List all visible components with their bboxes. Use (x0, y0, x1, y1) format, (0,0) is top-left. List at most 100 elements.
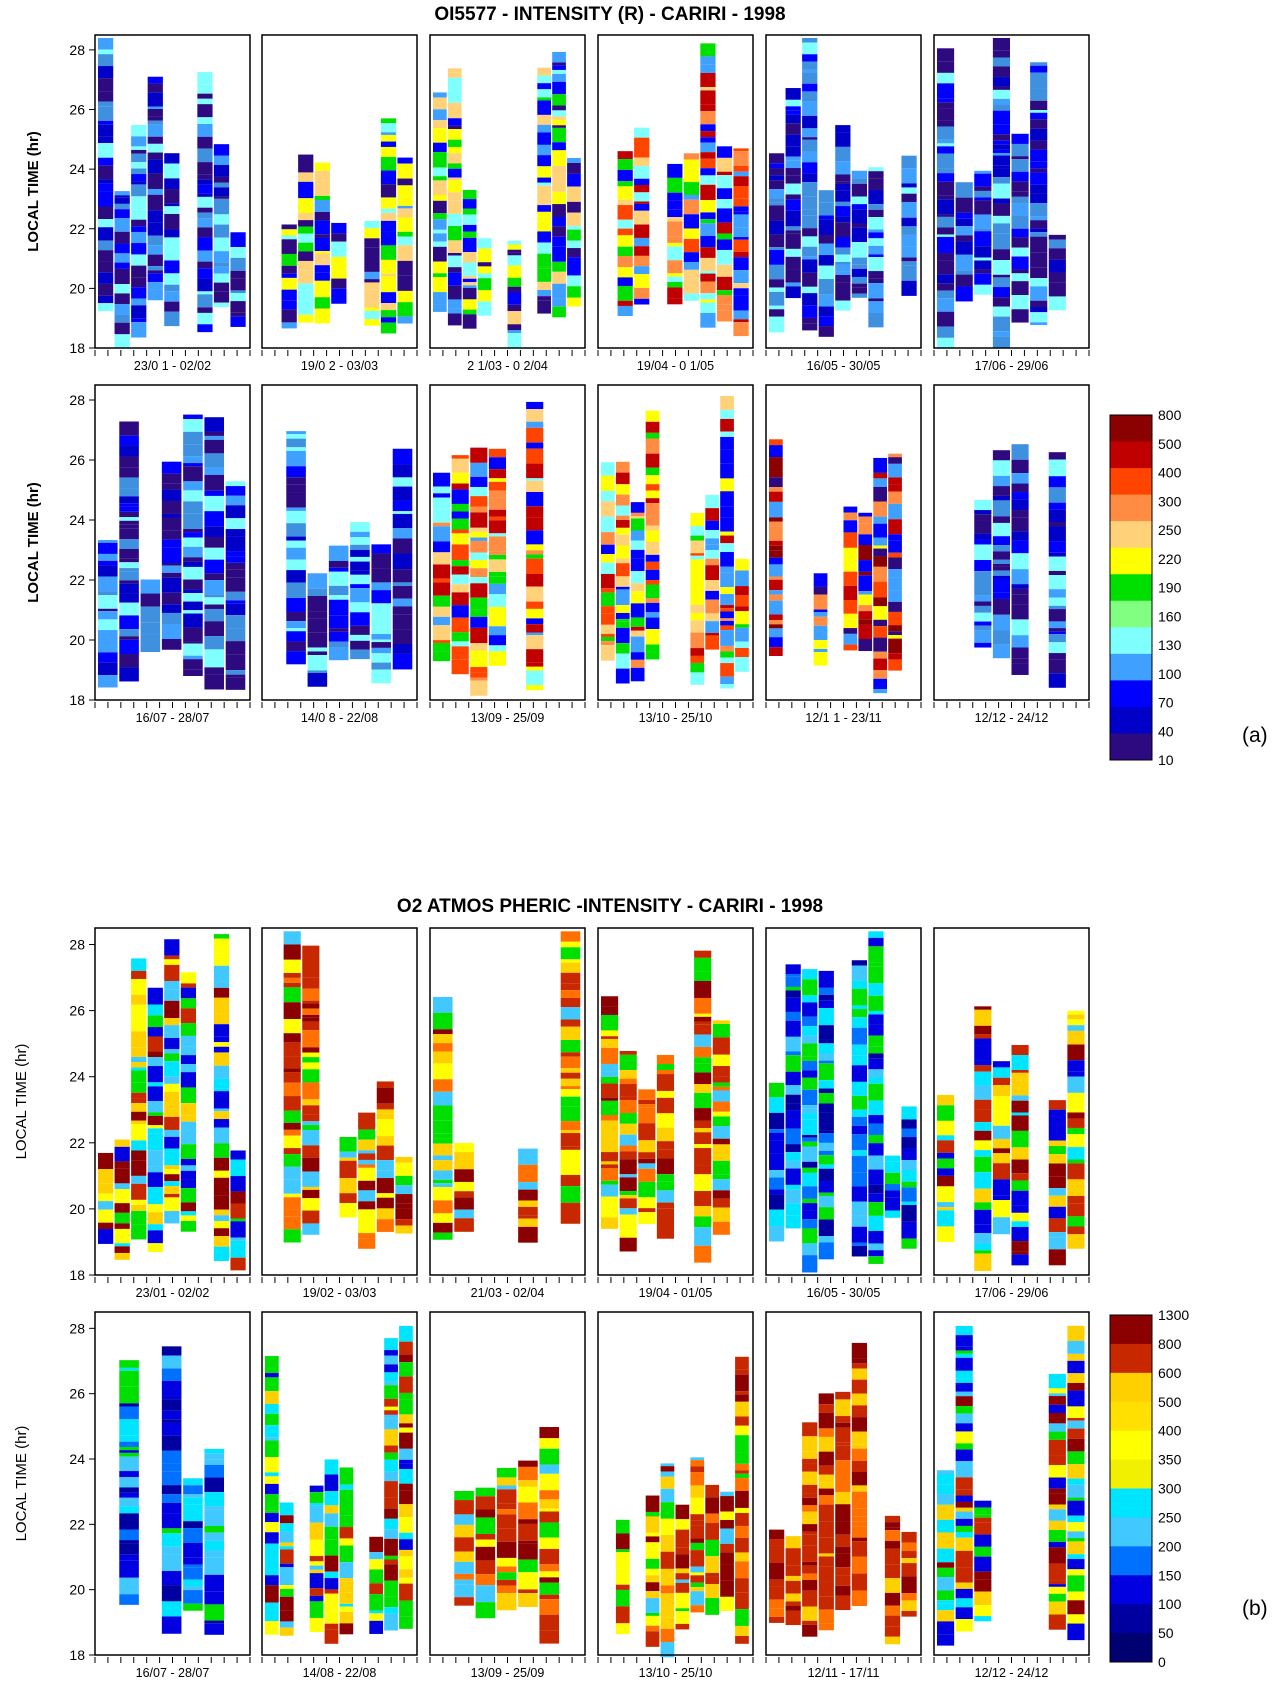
heatmap-cell (1030, 72, 1048, 89)
heatmap-cell (1067, 1340, 1085, 1354)
heatmap-cell (901, 257, 917, 262)
heatmap-cell (230, 1218, 246, 1222)
heatmap-cell (537, 216, 552, 232)
heatmap-cell (1011, 569, 1029, 585)
heatmap-cell (901, 168, 917, 184)
heatmap-cell (992, 177, 1011, 184)
heatmap-cell (992, 614, 1011, 631)
heatmap-cell (1067, 1353, 1085, 1358)
heatmap-cell (451, 584, 469, 593)
heatmap-cell (552, 94, 566, 106)
heatmap-cell (447, 118, 462, 126)
heatmap-cell (630, 518, 645, 531)
heatmap-cell (399, 1362, 413, 1377)
heatmap-cell (324, 1610, 339, 1624)
heatmap-cell (369, 1610, 384, 1614)
heatmap-cell (992, 144, 1011, 150)
heatmap-cell (992, 630, 1011, 645)
heatmap-cell (937, 1600, 955, 1604)
heatmap-cell (615, 619, 630, 622)
heatmap-cell (567, 173, 581, 187)
heatmap-cell (197, 212, 213, 219)
heatmap-cell (634, 237, 650, 247)
heatmap-cell (98, 591, 118, 596)
heatmap-cell (197, 117, 213, 124)
heatmap-cell (164, 989, 180, 1001)
heatmap-cell (433, 642, 451, 652)
heatmap-cell (645, 421, 660, 433)
heatmap-cell (868, 1010, 884, 1015)
heatmap-cell (735, 1625, 749, 1637)
heatmap-cell (690, 1542, 705, 1551)
heatmap-cell (851, 980, 868, 990)
heatmap-cell (716, 175, 733, 189)
heatmap-cell (1011, 1080, 1029, 1096)
heatmap-cell (395, 1225, 413, 1234)
panel-3: 21/03 - 02/04 (429, 927, 586, 1300)
heatmap-cell (656, 1190, 675, 1203)
heatmap-cell (518, 1189, 538, 1201)
heatmap-cell (601, 1184, 619, 1197)
heatmap-cell (638, 1123, 656, 1141)
heatmap-cell (1011, 309, 1029, 323)
heatmap-cell (901, 1558, 917, 1564)
heatmap-cell (785, 183, 801, 195)
heatmap-cell (283, 1166, 301, 1180)
heatmap-cell (537, 253, 552, 267)
heatmap-cell (114, 1161, 130, 1169)
heatmap-cell (802, 42, 818, 55)
panel-12: 12/12 - 24/12 (933, 384, 1090, 725)
heatmap-cell (507, 286, 522, 293)
heatmap-cell (213, 176, 230, 183)
heatmap-cell (131, 196, 147, 210)
heatmap-cell (720, 517, 734, 532)
heatmap-cell (802, 54, 818, 62)
heatmap-cell (314, 199, 330, 212)
y-tick-label: 18 (69, 340, 85, 356)
heatmap-cell (302, 1198, 320, 1211)
heatmap-cell (802, 969, 818, 980)
colorbar-swatch (1110, 1343, 1152, 1374)
heatmap-cell (380, 231, 397, 246)
colorbar-swatch (1110, 547, 1152, 575)
heatmap-cell (161, 517, 182, 531)
heatmap-cell (119, 1554, 139, 1561)
heatmap-cell (802, 1624, 818, 1637)
heatmap-cell (656, 1221, 675, 1239)
heatmap-cell (98, 143, 114, 158)
heatmap-cell (700, 43, 716, 57)
heatmap-cell (283, 1002, 301, 1020)
heatmap-cell (147, 1187, 163, 1205)
heatmap-cell (98, 165, 114, 180)
heatmap-cell (802, 1243, 818, 1256)
heatmap-cell (1048, 1100, 1066, 1110)
heatmap-cell (901, 1547, 917, 1552)
heatmap-cell (279, 1515, 294, 1524)
heatmap-cell (302, 1171, 320, 1187)
heatmap-cell (1048, 1614, 1066, 1630)
heatmap-cell (518, 1593, 538, 1607)
panel-frame (933, 927, 1090, 1276)
heatmap-cell (1048, 575, 1066, 590)
heatmap-cell (1011, 459, 1029, 474)
heatmap-cell (98, 1209, 114, 1223)
heatmap-cell (392, 513, 413, 529)
heatmap-cell (98, 120, 114, 125)
heatmap-cell (1011, 553, 1029, 570)
heatmap-cell (164, 1000, 180, 1019)
heatmap-cell (1048, 1218, 1066, 1233)
heatmap-cell (992, 592, 1011, 599)
heatmap-cell (164, 1174, 180, 1182)
heatmap-cell (213, 1046, 230, 1053)
heatmap-cell (1030, 168, 1048, 173)
heatmap-cell (785, 199, 801, 211)
heatmap-cell (161, 1533, 182, 1547)
heatmap-cell (851, 1065, 868, 1082)
heatmap-cell (888, 653, 902, 660)
heatmap-cell (974, 1514, 992, 1518)
heatmap-cell (518, 1486, 538, 1503)
heatmap-cell (560, 1088, 581, 1097)
heatmap-cell (204, 1477, 225, 1493)
heatmap-cell (539, 1548, 560, 1565)
heatmap-cell (615, 1623, 630, 1629)
